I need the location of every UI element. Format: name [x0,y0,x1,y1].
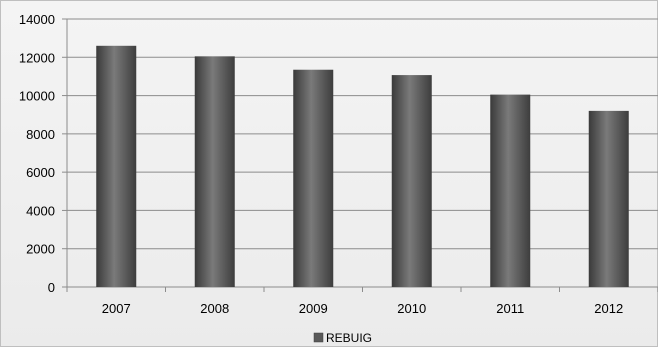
x-tick-label: 2010 [397,301,426,316]
gridlines [67,18,658,250]
y-tick-label: 2000 [26,242,55,257]
y-tick-label: 8000 [26,127,55,142]
bar-2010 [391,75,432,288]
x-tick-label: 2009 [299,301,328,316]
bar-2012 [588,110,629,287]
bar-2008 [194,56,235,288]
y-tick-label: 6000 [26,165,55,180]
bar-2011 [490,94,531,287]
y-tick-label: 12000 [19,50,55,65]
y-tick-label: 0 [48,280,55,295]
y-tick-label: 10000 [19,89,55,104]
y-tick-labels: 0 2000 4000 6000 8000 10000 12000 14000 [19,12,55,295]
x-tick-labels: 2007 2008 2009 2010 2011 2012 [102,301,623,316]
legend: REBUIG [313,331,372,345]
axes [62,18,658,292]
x-tick-label: 2007 [102,301,131,316]
x-tick-label: 2012 [594,301,623,316]
x-tick-label: 2011 [496,301,524,316]
legend-label: REBUIG [326,331,372,345]
bars [96,45,629,288]
y-tick-label: 4000 [26,203,55,218]
x-tick-label: 2008 [200,301,229,316]
bar-2007 [96,45,137,287]
y-tick-label: 14000 [19,12,55,27]
legend-swatch [313,332,324,343]
bar-2009 [293,69,334,287]
